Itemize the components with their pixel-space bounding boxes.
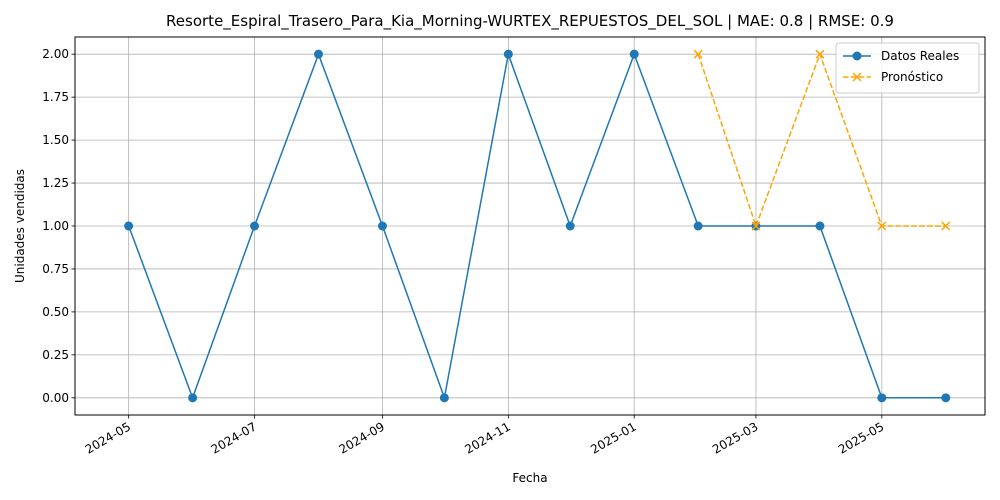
forecast-data-point xyxy=(877,221,887,231)
actual-series-line xyxy=(127,53,946,399)
actual-data-point xyxy=(565,221,575,231)
actual-data-point xyxy=(941,393,951,403)
y-tick-label: 2.00 xyxy=(42,47,69,61)
x-axis-label: Fecha xyxy=(512,471,547,485)
y-tick-label: 0.25 xyxy=(42,348,69,362)
actual-data-point xyxy=(188,393,198,403)
legend-box xyxy=(835,42,980,94)
legend-label-forecast: Pronóstico xyxy=(881,70,943,84)
legend-marker-forecast xyxy=(852,72,862,82)
forecast-data-point xyxy=(751,221,761,231)
y-tick-label: 1.00 xyxy=(42,219,69,233)
y-tick-label: 0.50 xyxy=(42,305,69,319)
series-lines xyxy=(124,49,951,403)
legend-marker-actual xyxy=(852,51,862,61)
actual-data-point xyxy=(377,221,387,231)
forecast-data-point xyxy=(815,49,825,59)
actual-data-point xyxy=(124,221,134,231)
actual-data-point xyxy=(629,49,639,59)
y-tick-label: 0.00 xyxy=(42,391,69,405)
actual-data-point xyxy=(503,49,513,59)
chart-title: Resorte_Espiral_Trasero_Para_Kia_Morning… xyxy=(166,12,894,31)
legend-label-actual: Datos Reales xyxy=(881,49,959,63)
actual-data-point xyxy=(439,393,449,403)
forecast-data-point xyxy=(941,221,951,231)
actual-data-point xyxy=(693,221,703,231)
actual-data-point xyxy=(877,393,887,403)
forecast-data-point xyxy=(693,49,703,59)
actual-data-point xyxy=(250,221,260,231)
legend: Datos Reales Pronóstico xyxy=(835,42,980,94)
actual-data-point xyxy=(815,221,825,231)
actual-data-point xyxy=(313,49,323,59)
y-tick-label: 1.75 xyxy=(42,90,69,104)
y-tick-label: 1.50 xyxy=(42,133,69,147)
y-tick-label: 1.25 xyxy=(42,176,69,190)
y-tick-label: 0.75 xyxy=(42,262,69,276)
y-axis-label: Unidades vendidas xyxy=(13,169,27,283)
